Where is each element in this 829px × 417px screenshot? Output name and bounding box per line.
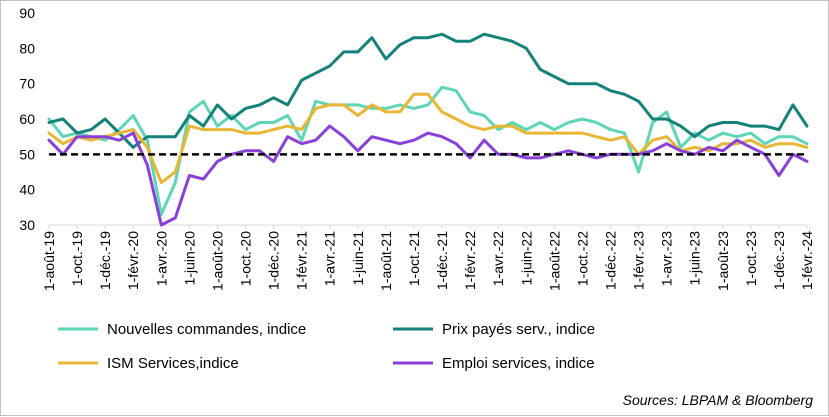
x-tick-label: 1-août-23 (715, 231, 731, 291)
x-tick-label: 1-févr.-20 (125, 231, 141, 290)
x-tick-label: 1-févr.-23 (631, 231, 647, 290)
x-tick-label: 1-août-22 (546, 231, 562, 291)
legend: Nouvelles commandes, indice Prix payés se… (58, 321, 595, 372)
x-tick-label: 1-déc.-22 (602, 231, 618, 290)
x-tick-label: 1-déc.-23 (771, 231, 787, 290)
x-tick-label: 1-avr.-20 (153, 231, 169, 286)
x-tick-label: 1-avr.-21 (322, 231, 338, 286)
y-axis: 30 40 50 60 70 80 90 (19, 5, 35, 233)
x-tick-label: 1-juin-22 (518, 231, 534, 286)
series-lines (47, 32, 809, 227)
x-tick-label: 1-août-20 (209, 231, 225, 291)
x-tick-label: 1-févr.-22 (462, 231, 478, 290)
x-tick-label: 1-févr.-21 (294, 231, 310, 290)
x-axis: 1-août-19 1-oct.-19 1-déc.-19 1-févr.-20 1-a… (41, 224, 815, 291)
legend-label: Nouvelles commandes, indice (107, 321, 306, 338)
x-tick-label: 1-juin-21 (350, 231, 366, 286)
y-tick-label: 50 (19, 146, 35, 162)
x-tick-label: 1-août-21 (378, 231, 394, 291)
y-tick-label: 30 (19, 217, 35, 233)
x-tick-label: 1-oct.-19 (69, 231, 85, 286)
x-tick-label: 1-juin-20 (181, 231, 197, 286)
series-line-4 (47, 124, 809, 227)
source-note: Sources: LBPAM & Bloomberg (623, 392, 814, 408)
x-tick-label: 1-déc.-21 (434, 231, 450, 290)
x-tick-label: 1-oct.-21 (406, 231, 422, 286)
x-tick-label: 1-oct.-22 (574, 231, 590, 286)
series-line-1 (47, 85, 809, 216)
x-tick-label: 1-déc.-20 (266, 231, 282, 290)
y-tick-label: 60 (19, 111, 35, 127)
y-tick-label: 40 (19, 182, 35, 198)
x-tick-label: 1-oct.-20 (238, 231, 254, 286)
x-tick-label: 1-oct.-23 (743, 231, 759, 286)
x-tick-label: 1-août-19 (41, 231, 57, 291)
legend-label: Prix payés serv., indice (442, 321, 595, 338)
series-line-2 (47, 32, 809, 149)
x-tick-label: 1-févr.-24 (799, 231, 815, 290)
y-tick-label: 90 (19, 5, 35, 21)
x-tick-label: 1-juin-23 (687, 231, 703, 286)
y-tick-label: 70 (19, 76, 35, 92)
legend-label: Emploi services, indice (442, 355, 595, 372)
x-tick-label: 1-avr.-22 (490, 231, 506, 286)
series-line-3 (47, 92, 809, 185)
x-tick-label: 1-avr.-23 (659, 231, 675, 286)
y-tick-label: 80 (19, 40, 35, 56)
legend-label: ISM Services,indice (107, 355, 239, 372)
x-tick-label: 1-déc.-19 (97, 231, 113, 290)
